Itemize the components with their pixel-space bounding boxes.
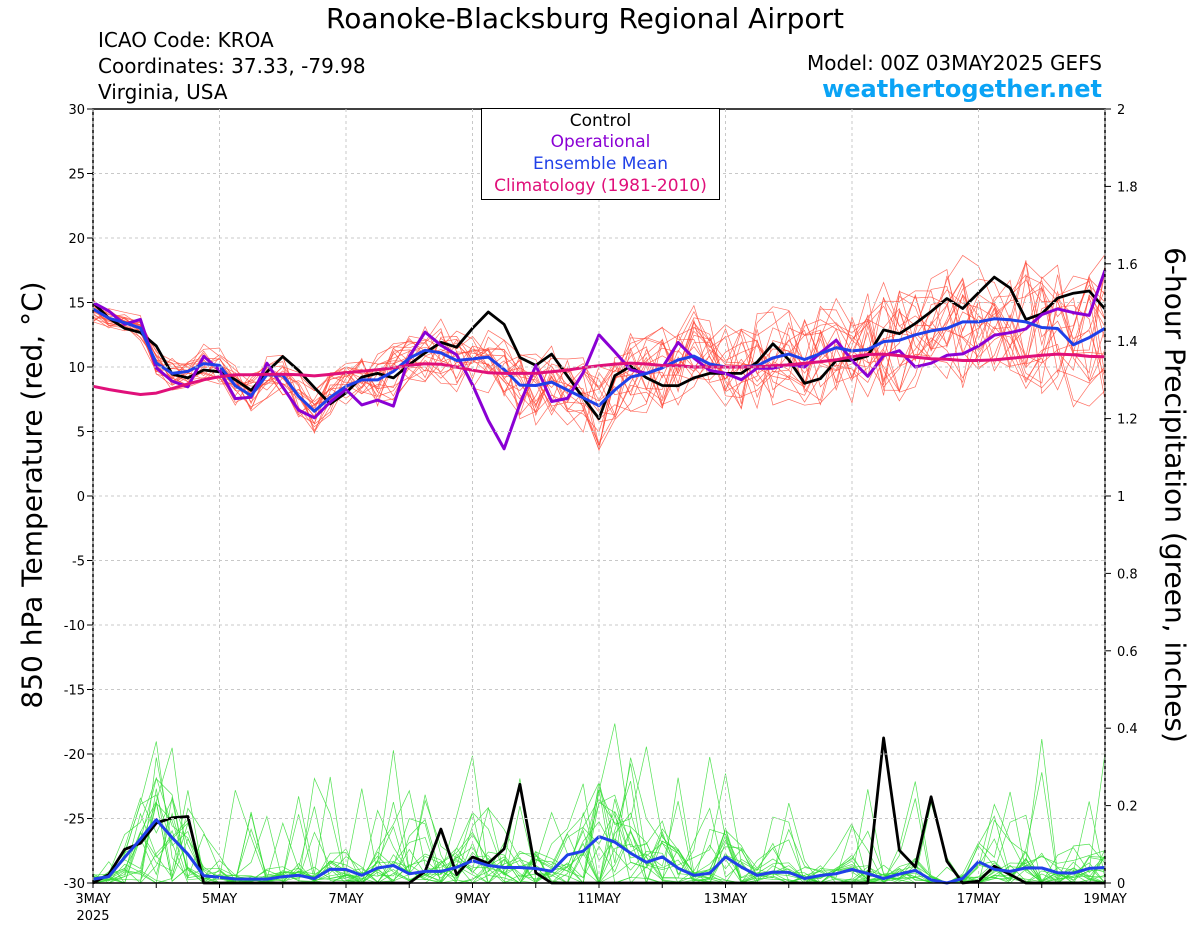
temp-member-line xyxy=(92,286,1106,425)
y-tick-label: -25 xyxy=(64,813,85,828)
y-tick-label: 10 xyxy=(68,361,85,376)
coordinates: Coordinates: 37.33, -79.98 xyxy=(98,54,366,78)
left-axis: 30 25 20 15 10 5 0 -5 -10 -15 -20 -25 -30 xyxy=(64,103,1105,892)
y-tick-label: 20 xyxy=(68,232,85,247)
y2-tick-label: 1.8 xyxy=(1117,180,1138,195)
x-tick-label: 9MAY xyxy=(455,892,490,907)
temp-climatology-line xyxy=(92,352,1106,396)
y-tick-label: -5 xyxy=(72,555,85,570)
y-tick-label: 0 xyxy=(77,490,85,505)
y2-tick-label: 1.2 xyxy=(1117,413,1138,428)
y2-tick-label: 0 xyxy=(1117,877,1125,892)
y2-tick-label: 1.4 xyxy=(1117,335,1138,350)
legend: Control Operational Ensemble Mean Climat… xyxy=(481,108,720,200)
precip-member-line xyxy=(92,747,1106,885)
legend-control: Control xyxy=(569,111,632,131)
x-tick-label: 11MAY xyxy=(577,892,621,907)
y2-tick-label: 0.4 xyxy=(1117,722,1138,737)
y-tick-label: 25 xyxy=(68,168,85,183)
y-tick-label: 5 xyxy=(77,426,85,441)
legend-operational: Operational xyxy=(550,132,651,152)
x-tick-label: 5MAY xyxy=(202,892,237,907)
x-tick-label: 3MAY xyxy=(75,892,110,907)
y-tick-label: -30 xyxy=(64,877,85,892)
y-tick-label: -10 xyxy=(64,619,85,634)
y-tick-label: 15 xyxy=(68,297,85,312)
region: Virginia, USA xyxy=(98,80,228,104)
right-axis: 2 1.8 1.6 1.4 1.2 1 0.8 0.6 0.4 0.2 0 xyxy=(1105,103,1138,892)
temp-member-line xyxy=(92,262,1106,451)
legend-climatology: Climatology (1981-2010) xyxy=(494,176,707,196)
model-run: Model: 00Z 03MAY2025 GEFS xyxy=(807,51,1102,75)
y2-tick-label: 0.8 xyxy=(1117,567,1138,582)
x-tick-label: 13MAY xyxy=(704,892,748,907)
temp-member-line xyxy=(92,261,1106,435)
y2-tick-label: 0.2 xyxy=(1117,800,1138,815)
x-tick-sublabel: 2025 xyxy=(76,909,109,924)
temp-control-line xyxy=(92,275,1107,420)
y2-tick-label: 1 xyxy=(1117,490,1125,505)
page-title: Roanoke-Blacksburg Regional Airport xyxy=(326,2,844,35)
y-axis-label-left: 850 hPa Temperature (red, °C) xyxy=(15,281,49,709)
y2-tick-label: 2 xyxy=(1117,103,1125,118)
precip-member-line xyxy=(92,746,1106,884)
x-axis: 3MAY 2025 5MAY 7MAY 9MAY 11MAY 13MAY 15MAY 17MAY… xyxy=(75,109,1127,924)
y-tick-label: -20 xyxy=(64,748,85,763)
site-link[interactable]: weathertogether.net xyxy=(822,75,1102,103)
legend-mean: Ensemble Mean xyxy=(532,154,669,174)
y-tick-label: 30 xyxy=(68,103,85,118)
y2-tick-label: 1.6 xyxy=(1117,258,1138,273)
x-tick-label: 17MAY xyxy=(957,892,1001,907)
x-tick-label: 7MAY xyxy=(328,892,363,907)
y-tick-label: -15 xyxy=(64,684,85,699)
x-tick-label: 19MAY xyxy=(1083,892,1127,907)
icao-code: ICAO Code: KROA xyxy=(98,28,274,52)
temp-member-line xyxy=(92,273,1106,433)
x-tick-label: 15MAY xyxy=(830,892,874,907)
y-axis-label-right: 6-hour Precipitation (green, inches) xyxy=(1158,247,1192,743)
y2-tick-label: 0.6 xyxy=(1117,645,1138,660)
